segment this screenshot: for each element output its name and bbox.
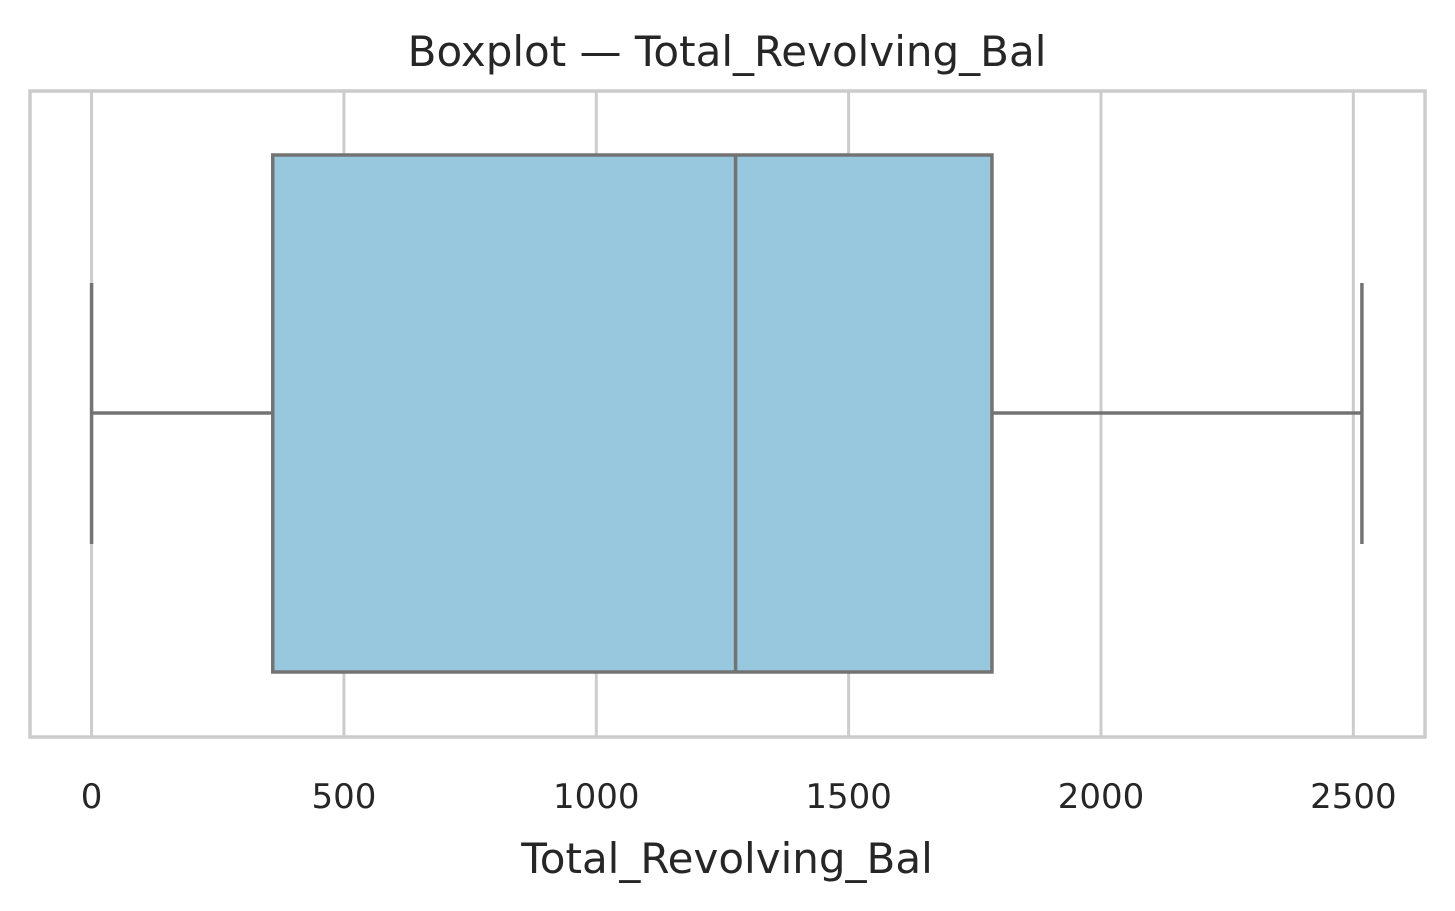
x-tick-label-2500: 2500 xyxy=(1310,777,1397,817)
plot-frame xyxy=(28,89,1427,739)
x-tick-label-2000: 2000 xyxy=(1058,777,1145,817)
x-tick-label-0: 0 xyxy=(81,777,103,817)
x-tick-label-1000: 1000 xyxy=(553,777,640,817)
chart-title: Boxplot — Total_Revolving_Bal xyxy=(408,27,1047,76)
box-group xyxy=(89,153,1364,674)
x-tick-labels: 0 500 1000 1500 2000 2500 xyxy=(81,777,1397,817)
x-tick-label-500: 500 xyxy=(311,777,376,817)
iqr-box xyxy=(271,153,994,674)
x-tick-label-1500: 1500 xyxy=(805,777,892,817)
x-axis-label: Total_Revolving_Bal xyxy=(520,834,932,883)
